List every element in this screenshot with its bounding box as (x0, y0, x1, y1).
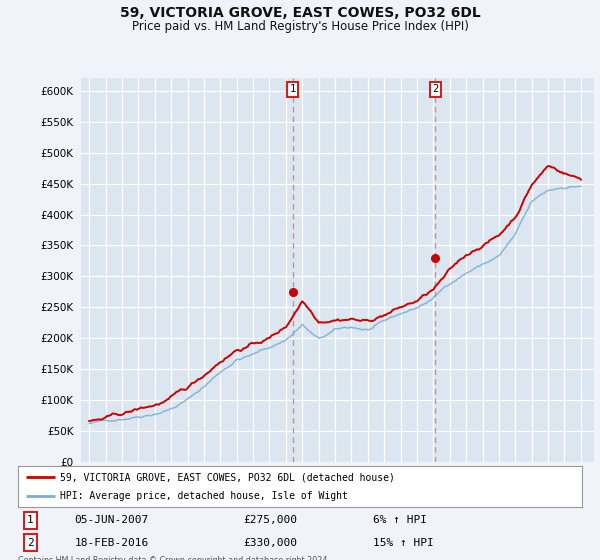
Text: £330,000: £330,000 (244, 538, 298, 548)
Text: 2: 2 (432, 84, 439, 94)
Text: £275,000: £275,000 (244, 515, 298, 525)
Text: HPI: Average price, detached house, Isle of Wight: HPI: Average price, detached house, Isle… (60, 491, 348, 501)
Text: 18-FEB-2016: 18-FEB-2016 (74, 538, 149, 548)
Text: 2: 2 (27, 538, 34, 548)
Text: 1: 1 (290, 84, 296, 94)
Text: 59, VICTORIA GROVE, EAST COWES, PO32 6DL: 59, VICTORIA GROVE, EAST COWES, PO32 6DL (119, 6, 481, 20)
Text: 15% ↑ HPI: 15% ↑ HPI (373, 538, 434, 548)
Text: 6% ↑ HPI: 6% ↑ HPI (373, 515, 427, 525)
Text: 05-JUN-2007: 05-JUN-2007 (74, 515, 149, 525)
Text: Price paid vs. HM Land Registry's House Price Index (HPI): Price paid vs. HM Land Registry's House … (131, 20, 469, 32)
Text: Contains HM Land Registry data © Crown copyright and database right 2024.
This d: Contains HM Land Registry data © Crown c… (18, 556, 330, 560)
Text: 59, VICTORIA GROVE, EAST COWES, PO32 6DL (detached house): 59, VICTORIA GROVE, EAST COWES, PO32 6DL… (60, 473, 395, 482)
Text: 1: 1 (27, 515, 34, 525)
